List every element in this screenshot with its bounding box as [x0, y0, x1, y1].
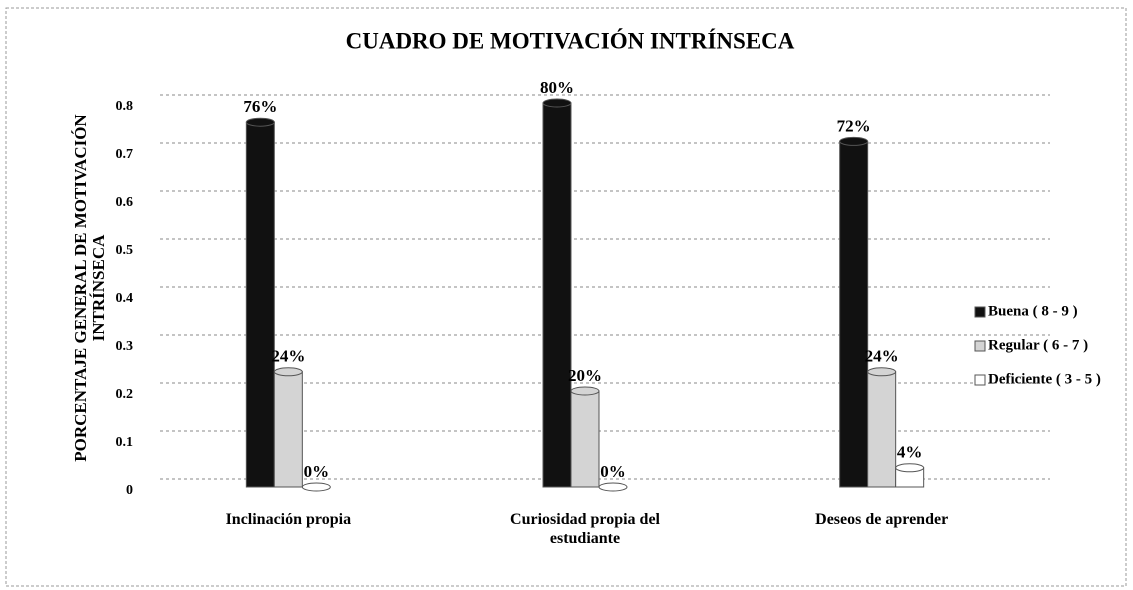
bar [867, 371, 897, 488]
bar [245, 121, 275, 488]
value-label: 0% [600, 462, 626, 481]
bar [273, 371, 303, 488]
value-label: 80% [540, 78, 574, 97]
y-tick-label: 0.8 [116, 99, 134, 114]
y-tick-label: 0.5 [116, 243, 134, 258]
x-tick-label: Inclinación propia [225, 511, 352, 528]
value-label: 76% [243, 97, 277, 116]
y-axis-label: PORCENTAJE GENERAL DE MOTIVACIÓN INTRÍNS… [71, 114, 108, 462]
legend-label: Buena ( 8 - 9 ) [988, 303, 1078, 319]
value-label: 4% [897, 443, 923, 462]
value-label: 24% [271, 347, 305, 366]
legend-swatch [974, 374, 986, 386]
value-label: 24% [865, 347, 899, 366]
bar-cap [570, 386, 600, 396]
bar-cap [598, 482, 628, 492]
y-tick-label: 0.4 [116, 291, 134, 306]
bar [542, 102, 572, 488]
value-label: 0% [304, 462, 330, 481]
x-tick-label: Deseos de aprender [815, 511, 949, 528]
y-tick-label: 0.7 [116, 147, 134, 162]
chart-title: CUADRO DE MOTIVACIÓN INTRÍNSECA [346, 27, 795, 53]
y-tick-label: 0.3 [116, 339, 134, 354]
bar-cap [867, 367, 897, 377]
legend-swatch [974, 340, 986, 352]
value-label: 20% [568, 366, 602, 385]
legend-label: Deficiente ( 3 - 5 ) [988, 371, 1101, 387]
legend-swatch [974, 306, 986, 318]
value-label: 72% [837, 116, 871, 135]
y-tick-label: 0.1 [116, 435, 134, 450]
x-tick-label: Curiosidad propia del estudiante [510, 511, 660, 547]
y-tick-label: 0 [126, 483, 133, 498]
y-tick-label: 0.2 [116, 387, 134, 402]
bar-cap [245, 117, 275, 127]
frame [5, 7, 1127, 587]
bar [839, 140, 869, 488]
y-tick-label: 0.6 [116, 195, 134, 210]
bar-cap [839, 136, 869, 146]
bar-cap [542, 98, 572, 108]
bar-cap [273, 367, 303, 377]
legend-label: Regular ( 6 - 7 ) [988, 337, 1088, 353]
bar-cap [895, 463, 925, 473]
bar-cap [301, 482, 331, 492]
bar [570, 390, 600, 488]
